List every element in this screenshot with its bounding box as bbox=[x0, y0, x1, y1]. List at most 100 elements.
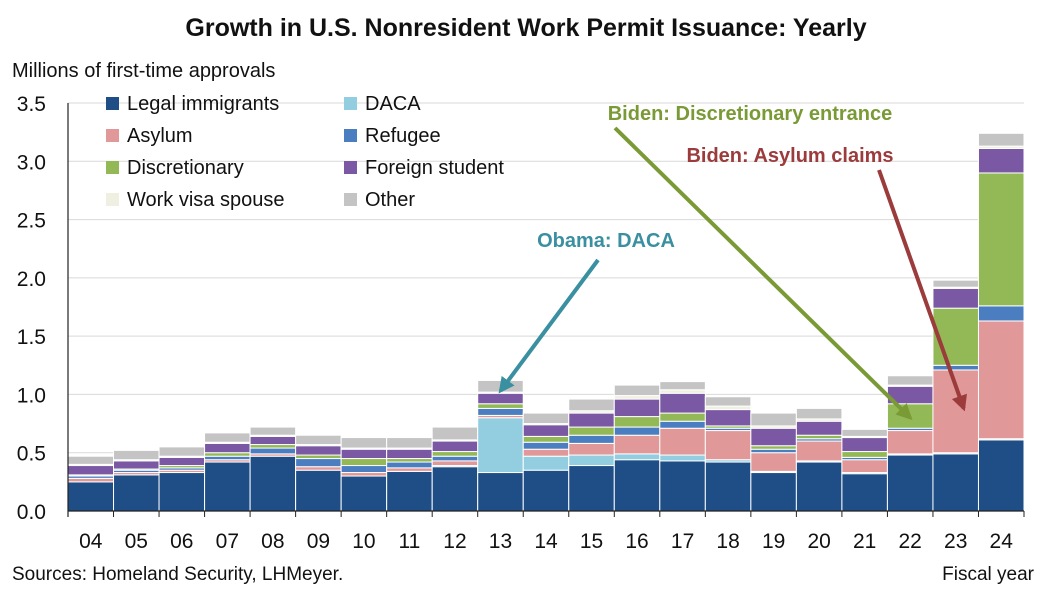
bar-segment-asylum-11 bbox=[386, 467, 433, 472]
bar-segment-legal-immigrants-14 bbox=[522, 469, 570, 512]
bar-segment-discretionary-24 bbox=[977, 172, 1025, 307]
bar-segment-other-20 bbox=[795, 407, 843, 420]
legend-swatch bbox=[344, 193, 357, 206]
bar-segment-asylum-10 bbox=[340, 472, 388, 477]
bar-segment-refugee-07 bbox=[204, 455, 251, 461]
x-tick-label: 07 bbox=[216, 530, 239, 553]
bar-segment-foreign-student-19 bbox=[750, 427, 797, 447]
bars bbox=[67, 132, 1025, 512]
bar-segment-legal-immigrants-16 bbox=[613, 459, 661, 512]
legend-label: Work visa spouse bbox=[127, 189, 284, 211]
y-tick-label: 0.0 bbox=[17, 501, 46, 524]
x-tick-label: 21 bbox=[853, 530, 876, 553]
legend-swatch bbox=[106, 193, 119, 206]
bar-segment-foreign-student-16 bbox=[613, 398, 661, 418]
bar-segment-daca-14 bbox=[522, 455, 570, 471]
bar-segment-discretionary-16 bbox=[613, 416, 661, 428]
legend-label: Refugee bbox=[365, 125, 441, 147]
y-axis-label: Millions of first-time approvals bbox=[12, 60, 276, 82]
legend: Legal immigrants DACA Asylum Refugee Discret… bbox=[106, 93, 504, 211]
bar-segment-legal-immigrants-10 bbox=[340, 475, 388, 512]
bar-segment-foreign-student-21 bbox=[841, 437, 888, 453]
bar-segment-refugee-08 bbox=[249, 447, 297, 455]
bar-segment-asylum-17 bbox=[659, 427, 706, 456]
bar-segment-discretionary-11 bbox=[386, 458, 433, 463]
bar-segment-foreign-student-24 bbox=[977, 147, 1025, 174]
bar-segment-legal-immigrants-17 bbox=[659, 460, 706, 512]
y-tick-label: 2.0 bbox=[17, 268, 46, 291]
bar-segment-asylum-22 bbox=[886, 430, 934, 455]
bar-segment-other-14 bbox=[522, 412, 570, 425]
bar-segment-asylum-16 bbox=[613, 434, 661, 455]
x-tick-label: 10 bbox=[352, 530, 375, 553]
annotation-label: Biden: Asylum claims bbox=[686, 145, 893, 167]
bar-segment-asylum-21 bbox=[841, 459, 888, 474]
bar-segment-daca-16 bbox=[613, 453, 661, 461]
bar-segment-foreign-student-18 bbox=[704, 409, 752, 427]
bar-segment-other-07 bbox=[204, 432, 251, 443]
y-tick-label: 3.5 bbox=[17, 93, 46, 116]
bar-segment-other-17 bbox=[659, 381, 706, 391]
bar-segment-discretionary-08 bbox=[249, 444, 297, 449]
bar-segment-daca-15 bbox=[568, 454, 615, 467]
bar-segment-foreign-student-14 bbox=[522, 424, 570, 437]
bar-segment-foreign-student-08 bbox=[249, 435, 297, 446]
axes: 0.0 0.5 1.0 1.5 2.0 2.5 3.0 3.5 04 05 06 07 08 09 10 11… bbox=[17, 93, 1025, 553]
bar-segment-foreign-student-13 bbox=[477, 392, 524, 405]
legend-label: Legal immigrants bbox=[127, 93, 279, 115]
bar-segment-discretionary-15 bbox=[568, 426, 615, 436]
y-tick-label: 0.5 bbox=[17, 443, 46, 466]
bar-segment-legal-immigrants-13 bbox=[477, 472, 524, 512]
bar-segment-refugee-11 bbox=[386, 461, 433, 469]
bar-segment-other-06 bbox=[158, 446, 206, 457]
legend-swatch bbox=[344, 129, 357, 142]
bar-segment-other-08 bbox=[249, 426, 297, 436]
bar-segment-legal-immigrants-21 bbox=[841, 473, 888, 512]
bar-segment-foreign-student-23 bbox=[932, 287, 979, 309]
bar-segment-asylum-12 bbox=[431, 460, 479, 467]
x-tick-label: 04 bbox=[79, 530, 103, 553]
bar-segment-daca-13 bbox=[477, 417, 524, 474]
x-axis-label: Fiscal year bbox=[942, 564, 1034, 585]
x-tick-label: 12 bbox=[443, 530, 466, 553]
bar-segment-discretionary-12 bbox=[431, 451, 479, 457]
bar-segment-asylum-15 bbox=[568, 442, 615, 456]
x-tick-label: 13 bbox=[489, 530, 512, 553]
bar-segment-refugee-09 bbox=[295, 458, 342, 468]
bar-segment-foreign-student-11 bbox=[386, 448, 433, 460]
x-tick-label: 09 bbox=[307, 530, 330, 553]
legend-label: Discretionary bbox=[127, 157, 244, 179]
annotations: Obama: DACA Biden: Discretionary entrance… bbox=[498, 103, 967, 420]
x-tick-label: 20 bbox=[807, 530, 830, 553]
bar-segment-legal-immigrants-22 bbox=[886, 454, 934, 512]
bar-segment-discretionary-13 bbox=[477, 403, 524, 409]
bar-segment-legal-immigrants-09 bbox=[295, 469, 342, 512]
bar-segment-foreign-student-05 bbox=[113, 460, 160, 470]
bar-segment-legal-immigrants-24 bbox=[977, 439, 1025, 512]
annotation-arrow bbox=[613, 126, 913, 420]
bar-segment-legal-immigrants-20 bbox=[795, 461, 843, 512]
x-tick-label: 05 bbox=[125, 530, 148, 553]
legend-label: Asylum bbox=[127, 125, 193, 147]
bar-segment-foreign-student-17 bbox=[659, 392, 706, 414]
bar-segment-other-22 bbox=[886, 375, 934, 386]
bar-segment-work-visa-spouse-16 bbox=[613, 395, 661, 400]
x-tick-label: 24 bbox=[990, 530, 1014, 553]
bar-segment-legal-immigrants-04 bbox=[67, 481, 115, 512]
legend-swatch bbox=[344, 97, 357, 110]
bar-segment-legal-immigrants-12 bbox=[431, 466, 479, 512]
x-tick-label: 17 bbox=[671, 530, 694, 553]
bar-segment-refugee-10 bbox=[340, 465, 388, 474]
bar-segment-foreign-student-15 bbox=[568, 412, 615, 428]
bar-segment-refugee-17 bbox=[659, 420, 706, 429]
bar-segment-discretionary-10 bbox=[340, 458, 388, 467]
bar-segment-legal-immigrants-18 bbox=[704, 461, 752, 512]
annotation-arrow bbox=[498, 258, 600, 394]
bar-segment-asylum-24 bbox=[977, 320, 1025, 440]
legend-swatch bbox=[106, 129, 119, 142]
bar-segment-refugee-12 bbox=[431, 455, 479, 462]
bar-segment-foreign-student-20 bbox=[795, 420, 843, 436]
x-tick-label: 18 bbox=[716, 530, 739, 553]
legend-label: Other bbox=[365, 189, 415, 211]
y-tick-label: 1.5 bbox=[17, 326, 46, 349]
